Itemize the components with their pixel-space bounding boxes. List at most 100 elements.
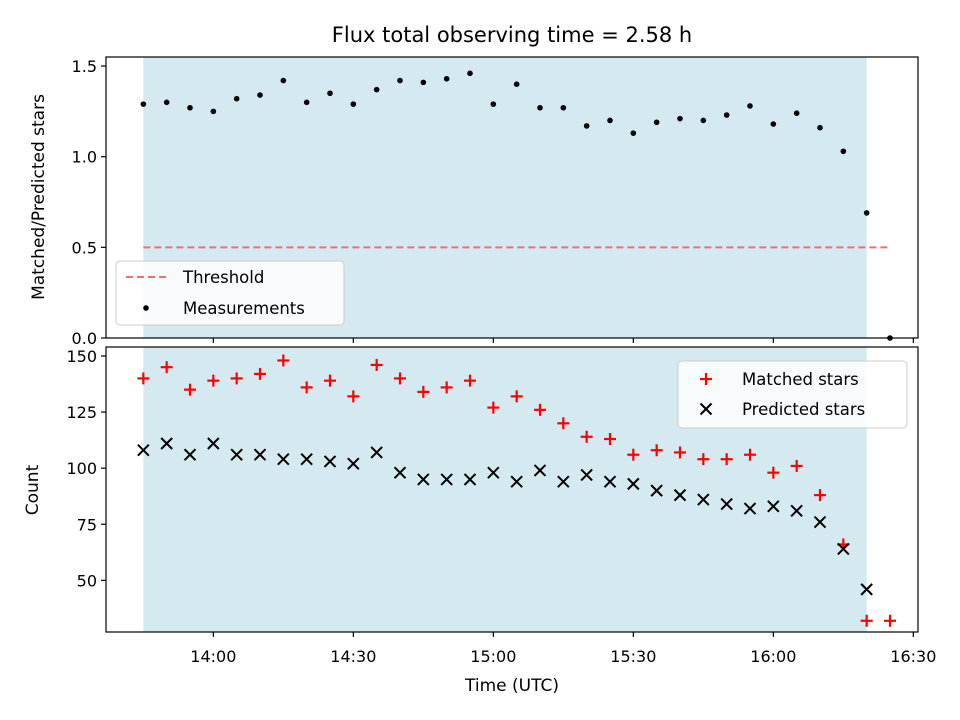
measurement-point bbox=[233, 95, 240, 102]
bottom-y-axis-label: Count bbox=[23, 464, 43, 515]
legend-matched-swatch bbox=[700, 373, 712, 385]
predicted-star-point bbox=[487, 466, 500, 479]
measurement-point bbox=[327, 90, 333, 97]
top-ytick-label: 0.5 bbox=[72, 238, 97, 257]
bottom-xtick-label: 16:30 bbox=[890, 647, 936, 666]
chart-title: Flux total observing time = 2.58 h bbox=[332, 23, 692, 47]
predicted-star-point bbox=[837, 542, 850, 556]
matched-star-point bbox=[254, 367, 266, 380]
predicted-star-point bbox=[137, 444, 150, 457]
legend-predicted-label: Predicted stars bbox=[742, 400, 865, 419]
predicted-star-point bbox=[813, 515, 827, 529]
measurement-point bbox=[513, 81, 520, 87]
measurement-point bbox=[443, 75, 450, 82]
bottom-panel: 50 75 100 125 150 14:00 14:30 15:00 15:30 16:00 1… bbox=[23, 346, 936, 696]
measurement-point bbox=[817, 124, 823, 131]
matched-star-point bbox=[394, 372, 406, 385]
bottom-ytick-label: 125 bbox=[66, 403, 97, 422]
measurement-point bbox=[373, 86, 380, 93]
top-legend-box bbox=[115, 260, 345, 326]
matched-star-point bbox=[417, 385, 430, 398]
bottom-xtick-label: 15:00 bbox=[470, 647, 516, 666]
matched-star-point bbox=[744, 448, 756, 461]
x-axis-label: Time (UTC) bbox=[464, 676, 559, 696]
measurement-point bbox=[397, 77, 403, 84]
predicted-star-point bbox=[440, 473, 453, 486]
bottom-legend-box bbox=[677, 360, 908, 429]
matched-star-point bbox=[790, 459, 803, 472]
predicted-star-point bbox=[860, 583, 873, 596]
measurement-point bbox=[187, 104, 193, 111]
predicted-star-point bbox=[207, 437, 220, 450]
top-plot-frame bbox=[105, 56, 919, 339]
measurement-point bbox=[537, 104, 543, 111]
legend-matched-label: Matched stars bbox=[742, 370, 859, 389]
bottom-xtick-label: 15:30 bbox=[610, 647, 656, 666]
matched-star-point bbox=[370, 358, 383, 371]
bottom-ytick-label: 50 bbox=[77, 571, 97, 590]
measurement-point bbox=[140, 101, 147, 107]
matched-star-point bbox=[814, 489, 826, 502]
top-ytick-label: 0.0 bbox=[72, 329, 97, 348]
legend-threshold-label: Threshold bbox=[182, 268, 264, 287]
measurement-point bbox=[607, 117, 613, 124]
measurement-point bbox=[583, 123, 590, 129]
measurement-point bbox=[420, 79, 427, 86]
measurement-point bbox=[350, 101, 357, 107]
predicted-star-point bbox=[743, 502, 757, 515]
top-ytick-label: 1.5 bbox=[72, 57, 97, 76]
bottom-xtick-label: 14:00 bbox=[190, 647, 236, 666]
measurement-point bbox=[747, 103, 753, 109]
matched-star-point bbox=[464, 374, 476, 387]
matched-star-point bbox=[650, 444, 663, 457]
matched-star-point bbox=[720, 453, 733, 466]
matched-star-point bbox=[324, 374, 336, 387]
predicted-star-point bbox=[720, 497, 733, 511]
measurement-point bbox=[560, 104, 567, 111]
predicted-star-point bbox=[230, 448, 243, 461]
matched-star-point bbox=[674, 446, 686, 459]
matched-star-point bbox=[627, 448, 640, 461]
legend-measurements-swatch bbox=[143, 305, 149, 311]
predicted-star-point bbox=[323, 455, 337, 468]
measurement-point bbox=[840, 148, 847, 155]
matched-star-point bbox=[604, 433, 616, 446]
predicted-star-point bbox=[627, 477, 640, 491]
bottom-plot-frame bbox=[105, 346, 919, 633]
bottom-ytick-label: 100 bbox=[66, 459, 97, 478]
measurement-point bbox=[257, 92, 263, 98]
matched-star-point bbox=[230, 372, 243, 385]
matched-star-point bbox=[207, 374, 220, 387]
matched-star-point bbox=[860, 614, 873, 627]
matched-star-point bbox=[277, 354, 290, 367]
matched-star-point bbox=[510, 390, 523, 403]
predicted-star-point bbox=[767, 500, 780, 513]
measurement-point bbox=[677, 115, 683, 122]
matched-star-point bbox=[557, 417, 570, 430]
measurement-point bbox=[490, 101, 497, 107]
top-panel: 0.0 0.5 1.0 1.5 Matched/Predicted stars Thr… bbox=[29, 56, 919, 348]
predicted-star-point bbox=[697, 493, 710, 506]
legend-predicted-swatch bbox=[699, 402, 713, 416]
matched-star-point bbox=[534, 403, 546, 416]
measurement-point bbox=[770, 121, 777, 127]
matched-star-point bbox=[184, 383, 196, 396]
bottom-ytick-label: 150 bbox=[66, 347, 97, 366]
matched-star-point bbox=[347, 390, 360, 403]
predicted-star-point bbox=[650, 484, 663, 497]
predicted-star-point bbox=[160, 437, 173, 450]
measurement-point bbox=[793, 110, 800, 116]
predicted-star-point bbox=[790, 504, 803, 518]
bottom-ytick-label: 75 bbox=[77, 515, 97, 534]
predicted-star-point bbox=[253, 448, 267, 461]
measurement-point bbox=[863, 210, 870, 216]
measurement-point bbox=[630, 130, 637, 136]
predicted-star-point bbox=[393, 466, 407, 479]
matched-star-point bbox=[300, 381, 313, 394]
matched-star-point bbox=[767, 466, 780, 479]
matched-star-point bbox=[160, 361, 173, 374]
top-ytick-label: 1.0 bbox=[72, 148, 97, 167]
predicted-star-point bbox=[183, 448, 197, 461]
matched-star-point bbox=[487, 401, 500, 414]
